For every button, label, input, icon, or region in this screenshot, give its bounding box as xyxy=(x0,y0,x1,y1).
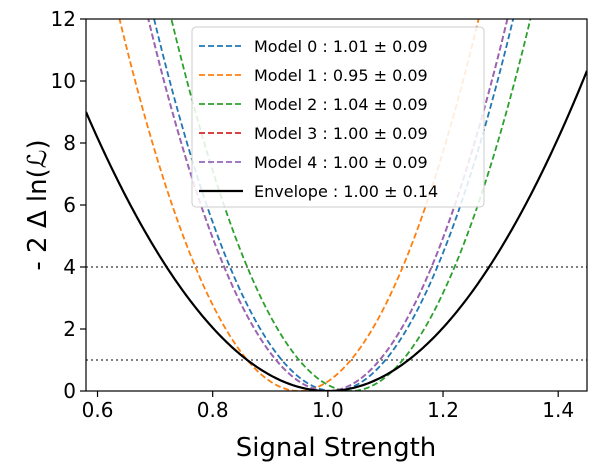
series-line-0 xyxy=(153,19,515,391)
y-tick-label: 4 xyxy=(63,255,76,279)
x-tick-label: 1.0 xyxy=(312,398,344,422)
x-tick-label: 1.4 xyxy=(542,398,574,422)
legend-label-2: Model 2 : 1.04 ± 0.09 xyxy=(254,95,428,114)
x-tick-label: 0.6 xyxy=(82,398,114,422)
legend-label-3: Model 3 : 1.00 ± 0.09 xyxy=(254,124,428,143)
y-tick-label: 12 xyxy=(51,7,76,31)
x-tick-label: 1.2 xyxy=(427,398,459,422)
y-tick-label: 6 xyxy=(63,193,76,217)
legend-label-5: Envelope : 1.00 ± 0.14 xyxy=(254,182,438,201)
legend-label-4: Model 4 : 1.00 ± 0.09 xyxy=(254,153,428,172)
y-tick-label: 10 xyxy=(51,69,76,93)
reference-lines xyxy=(86,266,587,361)
x-axis-label: Signal Strength xyxy=(236,433,437,463)
legend-box xyxy=(191,26,485,208)
y-tick-label: 2 xyxy=(63,317,76,341)
x-tick-label: 0.8 xyxy=(197,398,229,422)
y-axis-label: - 2 Δ ln(ℒ) xyxy=(23,139,53,270)
y-axis-ticks: 0 2 4 6 8 10 12 xyxy=(51,7,86,403)
legend-label-1: Model 1 : 0.95 ± 0.09 xyxy=(254,66,428,85)
legend: Model 0 : 1.01 ± 0.09 Model 1 : 0.95 ± 0.… xyxy=(191,26,485,208)
y-tick-label: 8 xyxy=(63,131,76,155)
y-tick-label: 0 xyxy=(63,379,76,403)
x-axis-ticks: 0.6 0.8 1.0 1.2 1.4 xyxy=(82,391,574,422)
series-line-1 xyxy=(118,19,480,391)
legend-label-0: Model 0 : 1.01 ± 0.09 xyxy=(254,37,428,56)
series-line-2 xyxy=(170,19,532,391)
